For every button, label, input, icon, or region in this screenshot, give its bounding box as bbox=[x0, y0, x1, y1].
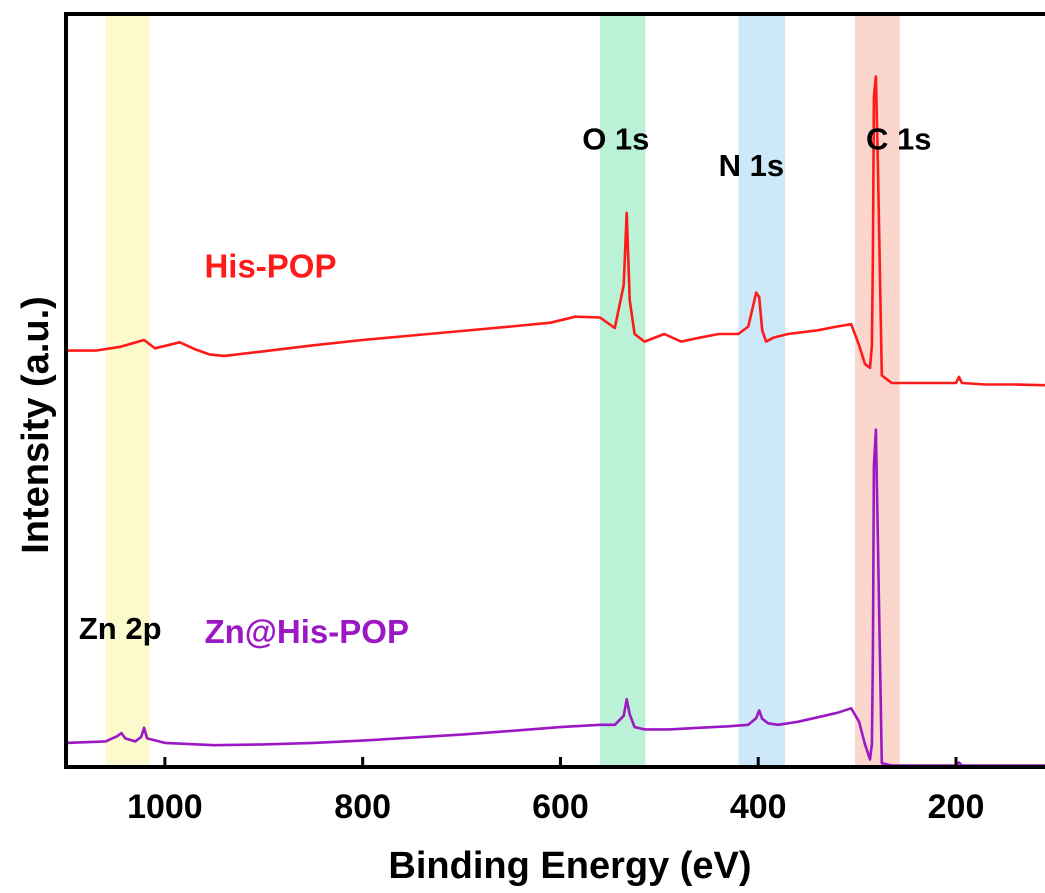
x-tick-label-0: 1000 bbox=[127, 788, 203, 826]
spectrum-lines bbox=[65, 75, 1045, 767]
plot-frame bbox=[64, 12, 1045, 769]
peak-label-2: N 1s bbox=[719, 148, 784, 183]
x-tick-label-4: 200 bbox=[928, 788, 985, 826]
annotations: Zn 2p O 1s N 1s C 1s His-POP Zn@His-POP bbox=[79, 122, 932, 650]
peak-label-3: C 1s bbox=[866, 122, 931, 157]
x-tick-label-3: 400 bbox=[730, 788, 787, 826]
peak-label-1: O 1s bbox=[582, 122, 649, 157]
x-axis-label: Binding Energy (eV) bbox=[388, 845, 751, 887]
series-line-1 bbox=[65, 428, 1045, 767]
region-band-2 bbox=[738, 14, 785, 767]
series-line-0 bbox=[66, 75, 1045, 387]
x-axis-ticks: 1000 800 600 400 200 bbox=[127, 757, 984, 826]
x-tick-label-1: 800 bbox=[334, 788, 391, 826]
peak-label-0: Zn 2p bbox=[79, 611, 162, 646]
highlight-regions bbox=[105, 14, 900, 767]
region-band-1 bbox=[600, 14, 646, 767]
series-label-1: Zn@His-POP bbox=[204, 613, 409, 650]
series-label-0: His-POP bbox=[204, 248, 336, 285]
x-tick-label-2: 600 bbox=[532, 788, 589, 826]
region-band-0 bbox=[105, 14, 151, 767]
y-axis-label: Intensity (a.u.) bbox=[15, 296, 57, 554]
